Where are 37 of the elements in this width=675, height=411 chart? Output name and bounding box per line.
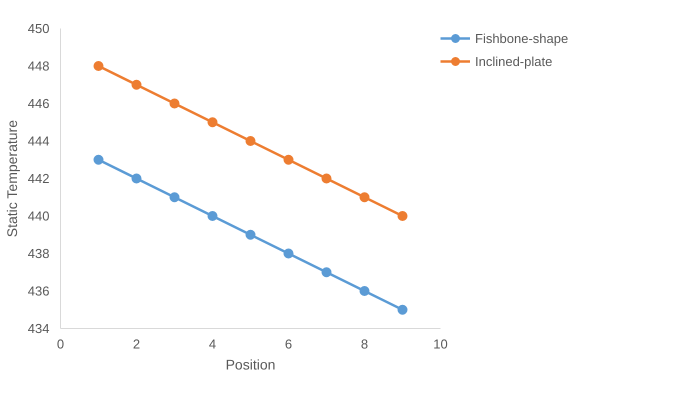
point — [246, 136, 256, 146]
point — [94, 154, 104, 165]
point — [208, 211, 218, 221]
point — [398, 304, 408, 315]
point — [170, 98, 180, 108]
x-tick-label: 0 — [56, 336, 64, 352]
x-tick-label: 6 — [284, 336, 292, 352]
point — [360, 192, 370, 202]
y-tick-label: 440 — [28, 208, 50, 224]
point — [94, 61, 104, 71]
x-tick-label: 10 — [433, 336, 448, 352]
x-tick-label: 8 — [360, 336, 368, 352]
y-tick-label: 434 — [28, 321, 50, 336]
point — [398, 211, 408, 221]
y-tick-label: 444 — [28, 134, 50, 148]
x-axis-title: Position — [226, 356, 276, 372]
point — [322, 267, 332, 278]
point — [284, 154, 294, 165]
point — [170, 192, 180, 202]
y-tick-label: 436 — [28, 284, 50, 298]
point — [246, 230, 256, 240]
y-tick-label: 438 — [28, 246, 50, 261]
point — [132, 174, 142, 184]
legend-label: Inclined-plate — [475, 54, 552, 68]
point — [360, 286, 370, 296]
legend-label: Fishbone-shape — [475, 30, 568, 46]
x-tick-label: 4 — [208, 336, 216, 352]
point — [208, 117, 218, 128]
x-tick-label: 2 — [132, 336, 140, 352]
y-axis-title: Static Temperature — [4, 120, 20, 238]
y-tick-label: 446 — [28, 96, 50, 111]
point — [132, 80, 142, 90]
y-tick-label: 442 — [28, 171, 50, 186]
point — [284, 248, 294, 258]
y-tick-label: 450 — [28, 21, 50, 36]
point — [322, 174, 332, 184]
y-tick-label: 448 — [28, 58, 50, 74]
